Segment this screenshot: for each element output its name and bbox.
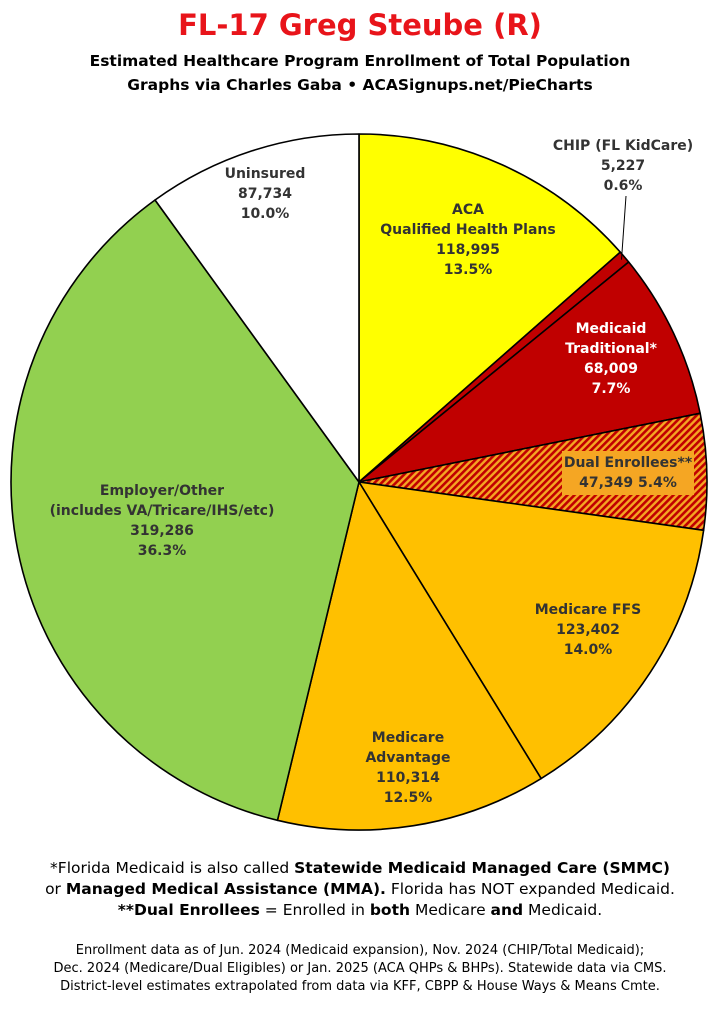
slice-label: Medicare: [372, 730, 444, 746]
slice-label: 12.5%: [384, 790, 433, 806]
slice-label: Medicare FFS: [535, 602, 641, 618]
slice-label: 13.5%: [444, 262, 493, 278]
slice-label: Dual Enrollees**: [564, 455, 693, 471]
source-line-3: District-level estimates extrapolated fr…: [60, 979, 660, 994]
pie-slice: [276, 481, 542, 831]
leader-line: [621, 195, 627, 260]
slice-label: CHIP (FL KidCare): [553, 138, 693, 154]
slice-label: Employer/Other: [100, 483, 224, 499]
slice-label: Qualified Health Plans: [380, 222, 555, 238]
chart-subtitle: Estimated Healthcare Program Enrollment …: [89, 52, 631, 70]
source-line-1: Enrollment data as of Jun. 2024 (Medicai…: [75, 943, 645, 958]
footnote-medicaid: *Florida Medicaid is also called Statewi…: [50, 859, 670, 877]
pie-chart: ACA Qualified Health Plans 118,995 13.5% CHI…: [10, 133, 708, 831]
slice-label: 110,314: [376, 770, 440, 786]
footnote-dual: **Dual Enrollees = Enrolled in both Medi…: [117, 901, 603, 919]
slice-label: Advantage: [365, 750, 450, 766]
slice-label: Traditional*: [565, 341, 658, 357]
pie-slice: [10, 199, 360, 822]
slice-label: 0.6%: [604, 178, 643, 194]
slice-label: 47,349 5.4%: [579, 475, 677, 491]
slice-label: Medicaid: [576, 321, 647, 337]
slice-label: Uninsured: [225, 166, 306, 182]
pie-slice: [358, 481, 705, 780]
source-line-2: Dec. 2024 (Medicare/Dual Eligibles) or J…: [53, 961, 667, 976]
pie-slice: [358, 261, 701, 483]
slice-label: (includes VA/Tricare/IHS/etc): [50, 503, 275, 519]
slice-label: 14.0%: [564, 642, 613, 658]
chart-title: FL-17 Greg Steube (R): [178, 8, 542, 42]
slice-label: 68,009: [584, 361, 638, 377]
slice-label: 7.7%: [592, 381, 631, 397]
slice-label: 10.0%: [241, 206, 290, 222]
slice-label: 5,227: [601, 158, 645, 174]
slice-label: 87,734: [238, 186, 292, 202]
slice-label: 118,995: [436, 242, 500, 258]
slice-label: ACA: [452, 202, 484, 218]
footnote-expansion: or Managed Medical Assistance (MMA). Flo…: [45, 880, 675, 898]
slice-label: 36.3%: [138, 543, 187, 559]
chart-credit: Graphs via Charles Gaba • ACASignups.net…: [127, 76, 593, 94]
slice-label: 123,402: [556, 622, 620, 638]
pie-slice: [154, 133, 360, 483]
pie-slice: [358, 133, 622, 483]
slice-label: 319,286: [130, 523, 194, 539]
label-background: [562, 451, 694, 495]
